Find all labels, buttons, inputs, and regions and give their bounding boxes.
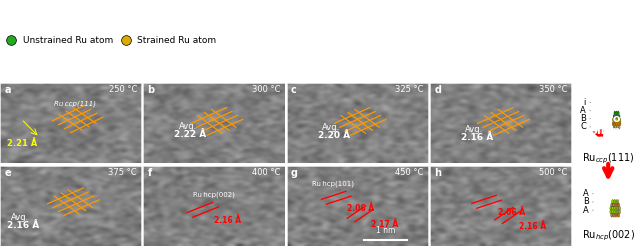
Circle shape (616, 213, 618, 217)
Text: g: g (291, 168, 298, 178)
Text: 250 °C: 250 °C (109, 85, 137, 94)
Text: b: b (148, 85, 155, 95)
Text: Avg.: Avg. (466, 125, 484, 134)
Text: B: B (580, 114, 586, 123)
Text: f: f (148, 168, 152, 178)
Circle shape (611, 203, 612, 207)
Text: 2.21 Å: 2.21 Å (7, 138, 37, 148)
Circle shape (613, 206, 615, 210)
Circle shape (619, 210, 620, 214)
Circle shape (613, 213, 614, 217)
Circle shape (612, 122, 614, 126)
Circle shape (615, 125, 617, 129)
Text: 2.16 Å: 2.16 Å (519, 222, 546, 231)
Text: Ru hcp(002): Ru hcp(002) (193, 191, 235, 198)
Text: d: d (434, 85, 441, 95)
Text: 2.06 Å: 2.06 Å (498, 208, 525, 217)
Text: Ru hcp(101): Ru hcp(101) (312, 181, 354, 187)
Circle shape (614, 122, 615, 126)
Text: B: B (583, 198, 589, 206)
Circle shape (614, 118, 615, 122)
Text: 2.06 Å: 2.06 Å (347, 204, 375, 213)
Text: A: A (580, 106, 586, 115)
Text: Ru ccp(111): Ru ccp(111) (53, 100, 96, 107)
Text: h: h (434, 168, 441, 178)
Text: i: i (584, 98, 586, 107)
Circle shape (611, 200, 613, 203)
Circle shape (613, 125, 615, 129)
Circle shape (615, 206, 617, 210)
Circle shape (610, 206, 611, 210)
Text: 2.17 Å: 2.17 Å (372, 220, 399, 229)
Circle shape (619, 206, 620, 210)
Circle shape (618, 203, 620, 207)
Circle shape (617, 122, 619, 126)
Text: a: a (5, 85, 11, 95)
Text: 450 °C: 450 °C (395, 168, 424, 177)
Circle shape (614, 111, 615, 115)
Text: 375 °C: 375 °C (109, 168, 137, 177)
Circle shape (617, 206, 619, 210)
Circle shape (616, 111, 617, 115)
Circle shape (617, 118, 619, 122)
Text: e: e (5, 168, 11, 178)
Circle shape (611, 206, 613, 210)
Text: Unstrained Ru atom: Unstrained Ru atom (23, 36, 113, 45)
Circle shape (615, 210, 617, 214)
Text: 2.16 Å: 2.16 Å (461, 133, 493, 142)
Text: 325 °C: 325 °C (395, 85, 424, 94)
Circle shape (617, 111, 619, 115)
Text: $\mathrm{Ru}_{hcp}(002)$: $\mathrm{Ru}_{hcp}(002)$ (582, 228, 635, 243)
Circle shape (617, 200, 619, 203)
Text: Avg.: Avg. (322, 123, 340, 132)
Circle shape (619, 122, 621, 126)
Circle shape (613, 210, 615, 214)
Text: A: A (583, 206, 589, 215)
Text: A: A (583, 189, 589, 198)
Text: 2.16 Å: 2.16 Å (214, 216, 241, 225)
Circle shape (610, 210, 611, 214)
Text: 300 °C: 300 °C (252, 85, 280, 94)
Text: 350 °C: 350 °C (539, 85, 567, 94)
Text: 2.20 Å: 2.20 Å (318, 131, 350, 140)
Text: Strained Ru atom: Strained Ru atom (137, 36, 216, 45)
Circle shape (617, 210, 619, 214)
Text: 500 °C: 500 °C (539, 168, 567, 177)
Text: 400 °C: 400 °C (252, 168, 280, 177)
Circle shape (612, 118, 614, 122)
Circle shape (618, 213, 620, 217)
Text: 2.22 Å: 2.22 Å (174, 130, 206, 139)
Circle shape (619, 115, 620, 118)
Text: $\mathrm{Ru}_{ccp}(111)$: $\mathrm{Ru}_{ccp}(111)$ (582, 151, 635, 166)
Text: C: C (580, 122, 586, 131)
Circle shape (614, 213, 616, 217)
Circle shape (614, 203, 616, 207)
Circle shape (613, 115, 615, 118)
Circle shape (619, 125, 620, 129)
Text: Avg.: Avg. (12, 213, 30, 222)
Text: c: c (291, 85, 296, 95)
Circle shape (617, 125, 619, 129)
Circle shape (613, 200, 615, 203)
Text: Avg.: Avg. (179, 122, 197, 131)
Circle shape (615, 200, 617, 203)
Circle shape (619, 118, 621, 122)
Circle shape (613, 203, 614, 207)
Circle shape (615, 115, 617, 118)
Circle shape (611, 210, 613, 214)
Circle shape (616, 118, 617, 122)
Circle shape (616, 203, 618, 207)
Circle shape (611, 213, 612, 217)
Text: 2.16 Å: 2.16 Å (7, 221, 39, 230)
Circle shape (616, 122, 617, 126)
Text: Atom
Slippage: Atom Slippage (590, 114, 643, 136)
Text: 1 nm: 1 nm (376, 226, 395, 235)
Circle shape (617, 115, 619, 118)
